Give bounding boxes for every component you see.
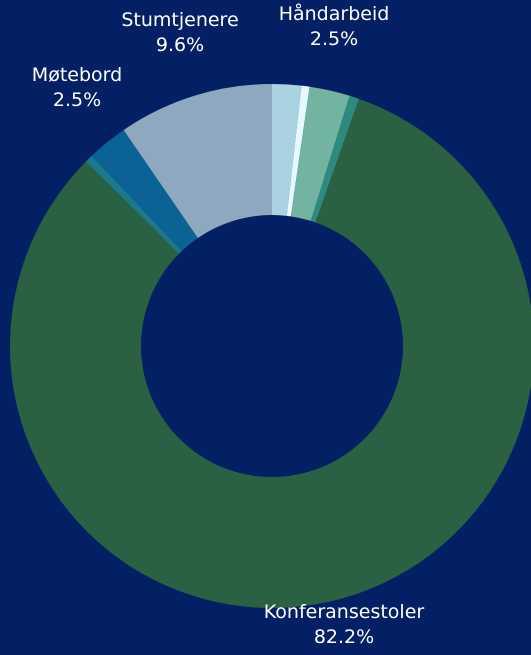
slice-handarbeid xyxy=(290,86,350,221)
value-label-motebord: 2.5% xyxy=(53,89,101,111)
label-motebord: Møtebord xyxy=(32,64,122,86)
label-konferansestoler: Konferansestoler xyxy=(264,601,425,623)
value-label-stumtjenere: 9.6% xyxy=(156,34,204,56)
slice-0 xyxy=(272,84,302,216)
label-stumtjenere: Stumtjenere xyxy=(121,9,238,31)
slice-konferansestoler xyxy=(10,98,531,608)
value-label-konferansestoler: 82.2% xyxy=(314,626,374,648)
value-label-handarbeid: 2.5% xyxy=(310,28,358,50)
slice-motebord xyxy=(91,130,198,251)
slice-3 xyxy=(310,95,360,223)
slice-stumtjenere xyxy=(123,84,273,239)
label-handarbeid: Håndarbeid xyxy=(279,2,390,25)
slice-5 xyxy=(85,155,182,254)
slice-1 xyxy=(286,85,310,217)
